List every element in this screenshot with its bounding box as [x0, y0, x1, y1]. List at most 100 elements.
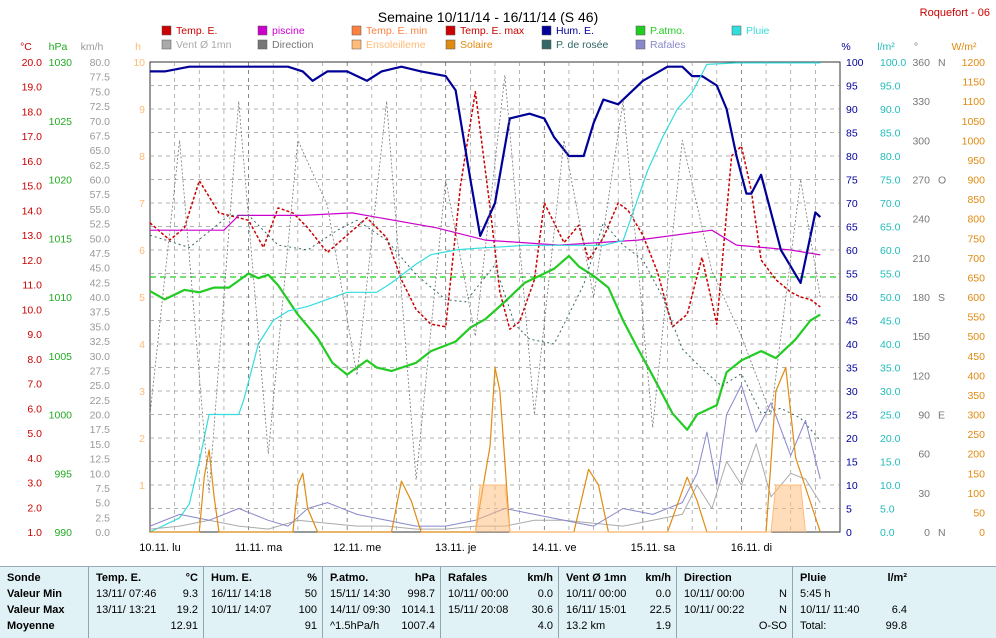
solar-axis-tick: 600: [967, 292, 985, 304]
axes: 1.02.03.04.05.06.07.08.09.010.011.012.01…: [20, 41, 985, 554]
stats-cell-value: km/h: [527, 572, 553, 584]
stats-cell-value: °C: [185, 572, 198, 584]
temp-axis-tick: 15.0: [22, 181, 43, 193]
patm-axis-unit: hPa: [49, 41, 68, 53]
solar-axis-tick: 850: [967, 194, 985, 206]
stats-row: 10/11/ 00:00 N: [677, 586, 793, 602]
dir-axis-tick: 30: [918, 488, 930, 500]
hum-axis-tick: 20: [846, 433, 858, 445]
temp-axis-tick: 19.0: [22, 82, 43, 94]
hum-axis-tick: 5: [846, 504, 852, 516]
wind-axis-tick: 12.5: [90, 454, 111, 466]
legend-label: Ensoleilleme: [366, 39, 426, 51]
stats-cell-label: Rafales: [448, 572, 488, 584]
dir-axis-tick: 240: [912, 214, 930, 226]
legend-swatch: [445, 25, 456, 36]
stats-cell-label: 15/11/ 20:08: [448, 604, 509, 616]
hum-axis-tick: 30: [846, 386, 858, 398]
legend-label: Direction: [272, 39, 314, 51]
solar-axis-tick: 750: [967, 233, 985, 245]
wind-axis-tick: 45.0: [90, 263, 111, 275]
solar-axis-tick: 150: [967, 468, 985, 480]
rain-axis-tick: 75.0: [880, 175, 901, 187]
stats-row: Pluie l/m²: [793, 570, 913, 586]
rain-axis-tick: 85.0: [880, 128, 901, 140]
stats-cell-label: 10/11/ 11:40: [800, 604, 860, 616]
rain-axis-tick: 25.0: [880, 410, 901, 422]
stats-cell-label: P.atmo.: [330, 572, 369, 584]
stats-cell-label: Moyenne: [7, 620, 55, 632]
stats-cell-label: Sonde: [7, 572, 41, 584]
stats-cell-value: 30.6: [531, 604, 553, 616]
sun-axis-tick: 6: [139, 245, 145, 257]
solar-axis-tick: 350: [967, 390, 985, 402]
stats-row: Moyenne: [0, 618, 88, 634]
hum-axis-tick: 10: [846, 480, 858, 492]
stats-cell-value: l/m²: [887, 572, 907, 584]
temp-axis-tick: 20.0: [22, 57, 43, 69]
dir-axis-tick: 270: [912, 175, 930, 187]
temp-axis-tick: 10.0: [22, 304, 43, 316]
hum-axis-tick: 100: [846, 57, 864, 69]
stats-column: Direction 10/11/ 00:00 N 10/11/ 00:22 N O-SO: [676, 567, 793, 638]
hum-axis-tick: 85: [846, 128, 858, 140]
sun-axis-tick: 9: [139, 104, 145, 116]
sun-axis-tick: 1: [139, 480, 145, 492]
series: [149, 62, 840, 533]
legend-label: P.atmo.: [650, 25, 685, 37]
chart-title: Semaine 10/11/14 - 16/11/14 (S 46): [378, 9, 599, 25]
wind-axis-tick: 75.0: [90, 86, 111, 98]
stats-cell-label: Direction: [684, 572, 732, 584]
rain-axis-tick: 40.0: [880, 339, 901, 351]
wind-axis-tick: 77.5: [90, 72, 111, 84]
hum-axis-tick: 75: [846, 175, 858, 187]
stats-cell-value: 100: [298, 604, 317, 616]
stats-cell-value: km/h: [645, 572, 671, 584]
hum-axis-unit: %: [841, 41, 850, 53]
rain-axis-tick: 10.0: [880, 480, 901, 492]
wind-axis-tick: 25.0: [90, 380, 111, 392]
sun-axis-tick: 7: [139, 198, 145, 210]
patm-axis-tick: 990: [54, 527, 72, 539]
dir-axis-unit: °: [914, 41, 918, 53]
dir-axis-compass: O: [938, 175, 946, 187]
patm-axis-tick: 1030: [49, 57, 73, 69]
wind-axis-tick: 17.5: [90, 424, 111, 436]
legend-label: Solaire: [460, 39, 493, 51]
stats-row: Rafales km/h: [441, 570, 559, 586]
legend-swatch: [161, 25, 172, 36]
solar-axis-tick: 1200: [962, 57, 986, 69]
legend-swatch: [445, 39, 456, 50]
stats-cell-label: 14/11/ 09:30: [330, 604, 391, 616]
hum-axis-tick: 50: [846, 292, 858, 304]
temp-axis-tick: 5.0: [27, 428, 42, 440]
stats-row: Temp. E. °C: [89, 570, 204, 586]
patm-axis-tick: 995: [54, 468, 72, 480]
stats-row: Hum. E.%: [204, 570, 323, 586]
wind-axis-tick: 30.0: [90, 351, 111, 363]
wind-axis-tick: 37.5: [90, 307, 111, 319]
stats-cell-label: 16/11/ 14:18: [211, 588, 272, 600]
stats-row: 12.91: [89, 618, 204, 634]
stats-cell-value: N: [779, 604, 787, 616]
rain-axis-tick: 35.0: [880, 363, 901, 375]
stats-column: Sonde Valeur Min Valeur Max Moyenne: [0, 567, 88, 638]
stats-cell-label: 10/11/ 00:00: [684, 588, 745, 600]
stats-cell-label: Hum. E.: [211, 572, 252, 584]
dir-axis-tick: 180: [912, 292, 930, 304]
legend-label: Temp. E.: [176, 25, 217, 37]
wind-axis-unit: km/h: [81, 41, 104, 53]
legend-label: Rafales: [650, 39, 686, 51]
wind-axis-tick: 70.0: [90, 116, 111, 128]
stats-row: 91: [204, 618, 323, 634]
stats-row: 13/11/ 07:46 9.3: [89, 586, 204, 602]
hum-axis-tick: 65: [846, 222, 858, 234]
temp-axis-tick: 11.0: [22, 280, 42, 292]
wind-axis-tick: 5.0: [95, 498, 110, 510]
rain-axis-tick: 5.0: [880, 504, 895, 516]
solar-axis-tick: 1000: [962, 135, 986, 147]
hum-axis-tick: 45: [846, 316, 858, 328]
stats-cell-label: 13/11/ 13:21: [96, 604, 157, 616]
wind-axis-tick: 72.5: [90, 101, 111, 113]
x-tick-label: 15.11. sa: [631, 542, 676, 554]
